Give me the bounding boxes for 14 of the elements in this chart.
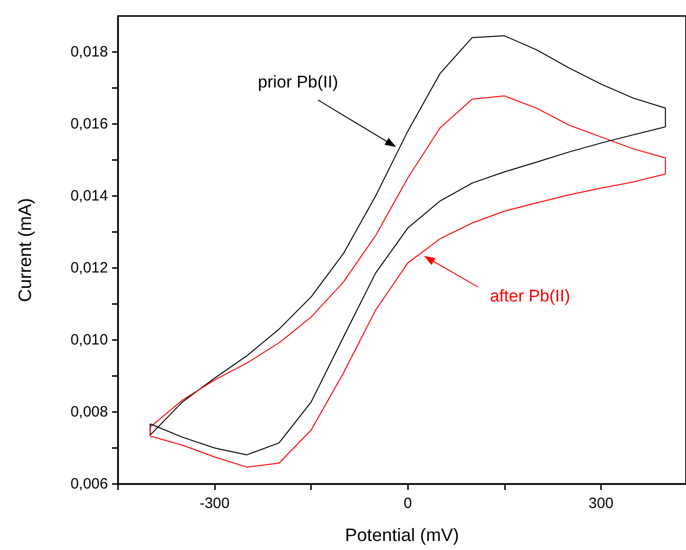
x-axis-title: Potential (mV) xyxy=(344,525,460,545)
y-tick-label: 0,012 xyxy=(70,260,108,276)
y-axis-title: Current (mA) xyxy=(15,198,35,302)
annotation: prior Pb(II) xyxy=(258,72,338,92)
y-tick-label: 0,018 xyxy=(70,44,108,60)
y-tick-label: 0,006 xyxy=(70,476,108,492)
y-tick-label: 0,014 xyxy=(70,188,108,204)
annotation: after Pb(II) xyxy=(490,286,570,306)
x-tick-label: -300 xyxy=(200,495,230,512)
y-tick-label: 0,016 xyxy=(70,116,108,132)
x-tick-label: 0 xyxy=(404,495,412,512)
x-tick-label: 300 xyxy=(588,495,614,512)
y-tick-label: 0,010 xyxy=(70,332,108,348)
y-tick-label: 0,008 xyxy=(70,404,108,420)
